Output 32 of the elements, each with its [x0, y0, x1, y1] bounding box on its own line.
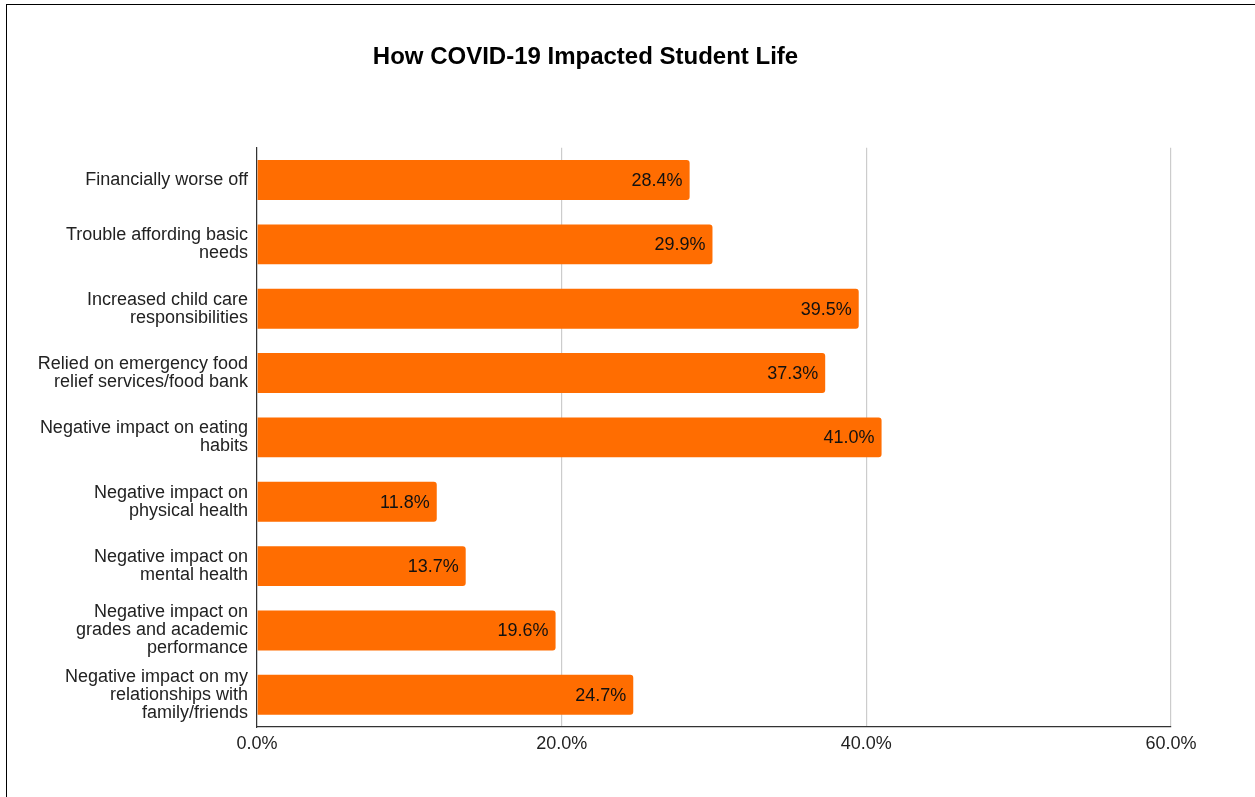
chart-title: How COVID-19 Impacted Student Life	[372, 42, 799, 70]
y-tick-label: Financially worse off	[85, 168, 249, 189]
bar	[257, 546, 466, 587]
y-tick-label: Negative impact on physical health	[93, 481, 248, 520]
y-tick-label: Negative impact on eating habits	[39, 417, 248, 456]
x-tick-label: 0.0%	[236, 732, 278, 753]
data-label: 37.3%	[767, 363, 819, 384]
x-tick-label: 60.0%	[1145, 732, 1197, 753]
bar	[257, 610, 556, 651]
bar	[257, 481, 437, 522]
bar	[257, 417, 882, 458]
data-label: 41.0%	[823, 427, 875, 448]
y-tick-label: Relied on emergency food relief services/food bank	[37, 353, 249, 392]
data-label: 24.7%	[575, 684, 627, 705]
y-tick-label: Negative impact on my relationships with family/friends	[64, 665, 248, 722]
y-tick-label: Increased child care responsibilities	[86, 288, 248, 327]
data-label: 11.8%	[380, 491, 430, 512]
y-tick-label: Negative impact on mental health	[93, 546, 248, 585]
data-label: 28.4%	[631, 169, 683, 190]
bar	[257, 674, 634, 715]
bar	[257, 353, 826, 393]
x-tick-label: 40.0%	[840, 732, 892, 753]
data-label: 13.7%	[407, 556, 459, 577]
y-tick-label: Negative impact on grades and academic performance	[75, 601, 248, 658]
bar	[257, 224, 713, 265]
x-tick-label: 20.0%	[536, 732, 588, 753]
data-label: 29.9%	[654, 234, 706, 255]
bar	[257, 288, 859, 329]
data-label: 19.6%	[497, 620, 549, 641]
bar	[257, 160, 690, 200]
y-tick-label: Trouble affording basic needs	[65, 224, 248, 263]
data-label: 39.5%	[800, 298, 852, 319]
